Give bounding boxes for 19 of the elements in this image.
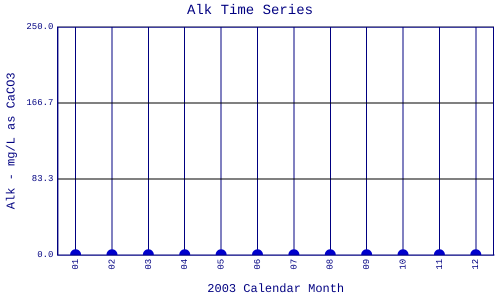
x-axis-title: 2003 Calendar Month bbox=[207, 282, 344, 296]
x-tick-label: 01 bbox=[70, 258, 81, 270]
chart-title: Alk Time Series bbox=[186, 3, 314, 20]
y-tick-label: 250.0 bbox=[26, 22, 54, 32]
y-tick-label: 166.7 bbox=[26, 98, 54, 108]
x-tick-label: 02 bbox=[107, 258, 118, 270]
x-tick-label: 12 bbox=[471, 258, 482, 270]
x-tick-label: 08 bbox=[326, 258, 336, 270]
x-tick-label: 05 bbox=[216, 258, 227, 270]
x-tick-label: 09 bbox=[362, 258, 372, 270]
y-tick-label: 83.3 bbox=[32, 174, 54, 184]
y-tick-label: 0.0 bbox=[37, 250, 54, 260]
x-tick-label: 10 bbox=[398, 258, 408, 270]
x-tick-label: 06 bbox=[252, 258, 263, 270]
x-tick-label: 07 bbox=[289, 258, 300, 270]
x-tick-label: 04 bbox=[180, 258, 190, 270]
x-tick-label: 03 bbox=[144, 258, 154, 270]
y-axis-title: Alk - mg/L as CaCO3 bbox=[4, 72, 18, 210]
x-tick-label: 11 bbox=[434, 258, 445, 270]
